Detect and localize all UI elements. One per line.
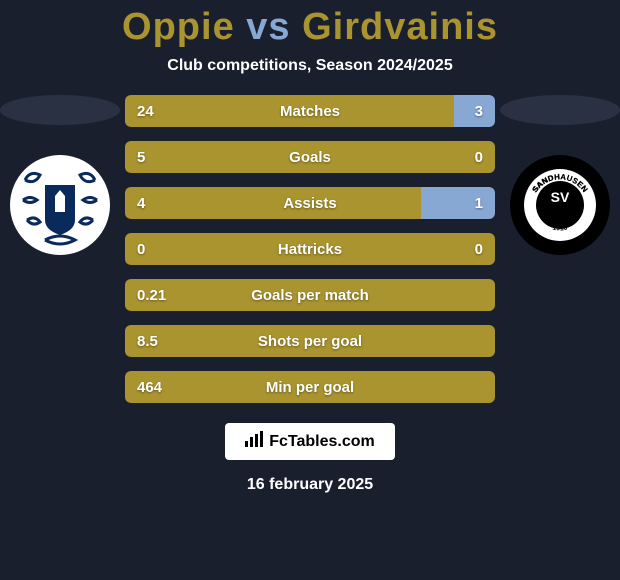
stat-bar: 50Goals xyxy=(125,141,495,173)
title-player2: Girdvainis xyxy=(302,6,498,48)
team-right-column: SV SANDHAUSEN SANDHAUSEN 1916 xyxy=(500,95,620,255)
comparison-content: SV SANDHAUSEN SANDHAUSEN 1916 243Matches… xyxy=(0,95,620,403)
arminia-crest-icon xyxy=(15,160,105,250)
team-left-shadow xyxy=(0,95,120,125)
team-right-crest: SV SANDHAUSEN SANDHAUSEN 1916 xyxy=(510,155,610,255)
sandhausen-crest-icon: SV SANDHAUSEN SANDHAUSEN 1916 xyxy=(515,160,605,250)
stat-bar: 41Assists xyxy=(125,187,495,219)
chart-icon xyxy=(245,431,263,452)
stat-bar: 464Min per goal xyxy=(125,371,495,403)
stat-bar: 243Matches xyxy=(125,95,495,127)
stat-label: Min per goal xyxy=(125,379,495,396)
footer: FcTables.com xyxy=(0,423,620,460)
brand-badge: FcTables.com xyxy=(225,423,395,460)
title-vs: vs xyxy=(246,6,290,48)
stat-bar: 00Hattricks xyxy=(125,233,495,265)
page-title: Oppie vs Girdvainis xyxy=(0,0,620,49)
svg-text:1916: 1916 xyxy=(552,224,568,232)
team-left-crest xyxy=(10,155,110,255)
brand-text: FcTables.com xyxy=(269,433,375,451)
stat-label: Goals xyxy=(125,149,495,166)
stat-label: Shots per goal xyxy=(125,333,495,350)
svg-text:SV: SV xyxy=(551,189,570,205)
subtitle: Club competitions, Season 2024/2025 xyxy=(0,57,620,75)
stat-label: Matches xyxy=(125,103,495,120)
stat-bar: 8.5Shots per goal xyxy=(125,325,495,357)
stat-bar: 0.21Goals per match xyxy=(125,279,495,311)
stat-label: Hattricks xyxy=(125,241,495,258)
team-right-shadow xyxy=(500,95,620,125)
stat-label: Assists xyxy=(125,195,495,212)
team-left-column xyxy=(0,95,120,255)
stat-bars: 243Matches 50Goals 41Assists 00Hattricks 0.2… xyxy=(125,95,495,403)
date-text: 16 february 2025 xyxy=(0,476,620,494)
stat-label: Goals per match xyxy=(125,287,495,304)
title-player1: Oppie xyxy=(122,6,235,48)
